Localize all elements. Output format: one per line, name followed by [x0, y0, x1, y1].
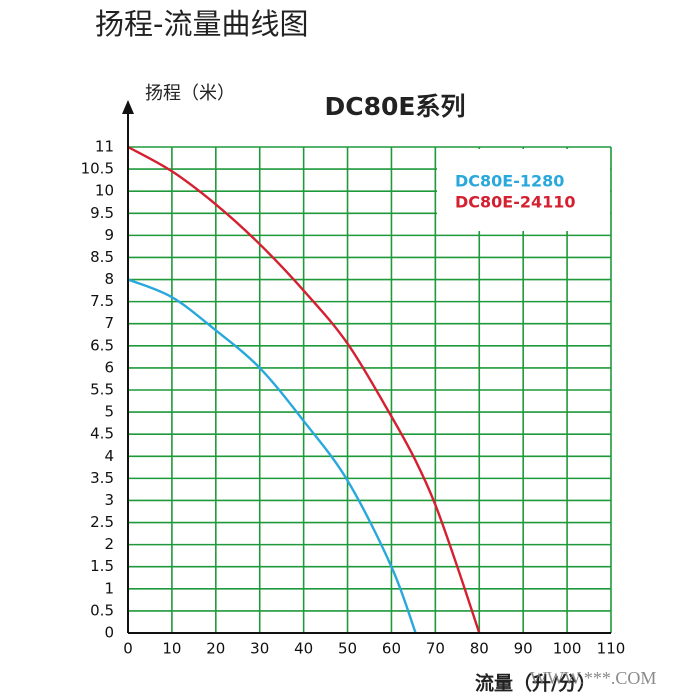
x-tick-label: 100 — [553, 640, 582, 658]
x-tick-label: 0 — [123, 640, 133, 658]
x-tick-label: 110 — [597, 640, 626, 658]
watermark: WWW.***.COM — [530, 668, 656, 688]
x-tick-label: 50 — [338, 640, 357, 658]
x-tick-label: 60 — [382, 640, 401, 658]
y-tick-label: 4 — [104, 447, 114, 465]
x-tick-label: 40 — [294, 640, 313, 658]
x-tick-label: 70 — [426, 640, 445, 658]
y-tick-label: 6.5 — [90, 336, 114, 354]
y-tick-label: 11 — [95, 138, 114, 156]
legend-box — [437, 149, 610, 231]
series-line — [127, 278, 417, 634]
y-tick-label: 0 — [104, 624, 114, 642]
plot — [127, 145, 481, 634]
page-title: 扬程-流量曲线图 — [95, 7, 308, 41]
legend-entry: DC80E-24110 — [455, 193, 576, 212]
y-tick-label: 0.5 — [90, 601, 114, 619]
y-tick-label: 8 — [104, 270, 114, 288]
x-tick-label: 80 — [470, 640, 489, 658]
x-axis-label: 流量（升/分） — [475, 672, 596, 695]
y-tick-label: 3 — [104, 491, 114, 509]
x-tick-label: 20 — [206, 640, 225, 658]
x-tick-label: 10 — [162, 640, 181, 658]
legend-entry: DC80E-1280 — [455, 172, 564, 191]
chart-title: DC80E系列 — [325, 92, 466, 121]
y-tick-label: 10 — [95, 182, 114, 200]
y-tick-label: 6 — [104, 358, 114, 376]
y-axis-label: 扬程（米） — [145, 83, 235, 104]
series-line — [127, 145, 481, 634]
y-tick-label: 3.5 — [90, 469, 114, 487]
y-tick-label: 7.5 — [90, 292, 114, 310]
y-axis-arrow — [122, 100, 134, 114]
x-tick-label: 90 — [514, 640, 533, 658]
grid — [127, 146, 612, 634]
x-tick-label: 30 — [250, 640, 269, 658]
y-tick-label: 10.5 — [81, 160, 114, 178]
y-tick-label: 4.5 — [90, 425, 114, 443]
y-tick-label: 9.5 — [90, 204, 114, 222]
y-tick-label: 8.5 — [90, 248, 114, 266]
y-tick-label: 5.5 — [90, 381, 114, 399]
y-tick-label: 2.5 — [90, 513, 114, 531]
y-tick-label: 1 — [104, 579, 114, 597]
y-tick-label: 9 — [104, 226, 114, 244]
y-tick-label: 1.5 — [90, 557, 114, 575]
y-tick-label: 2 — [104, 535, 114, 553]
y-tick-label: 5 — [104, 403, 114, 421]
y-tick-label: 7 — [104, 314, 114, 332]
